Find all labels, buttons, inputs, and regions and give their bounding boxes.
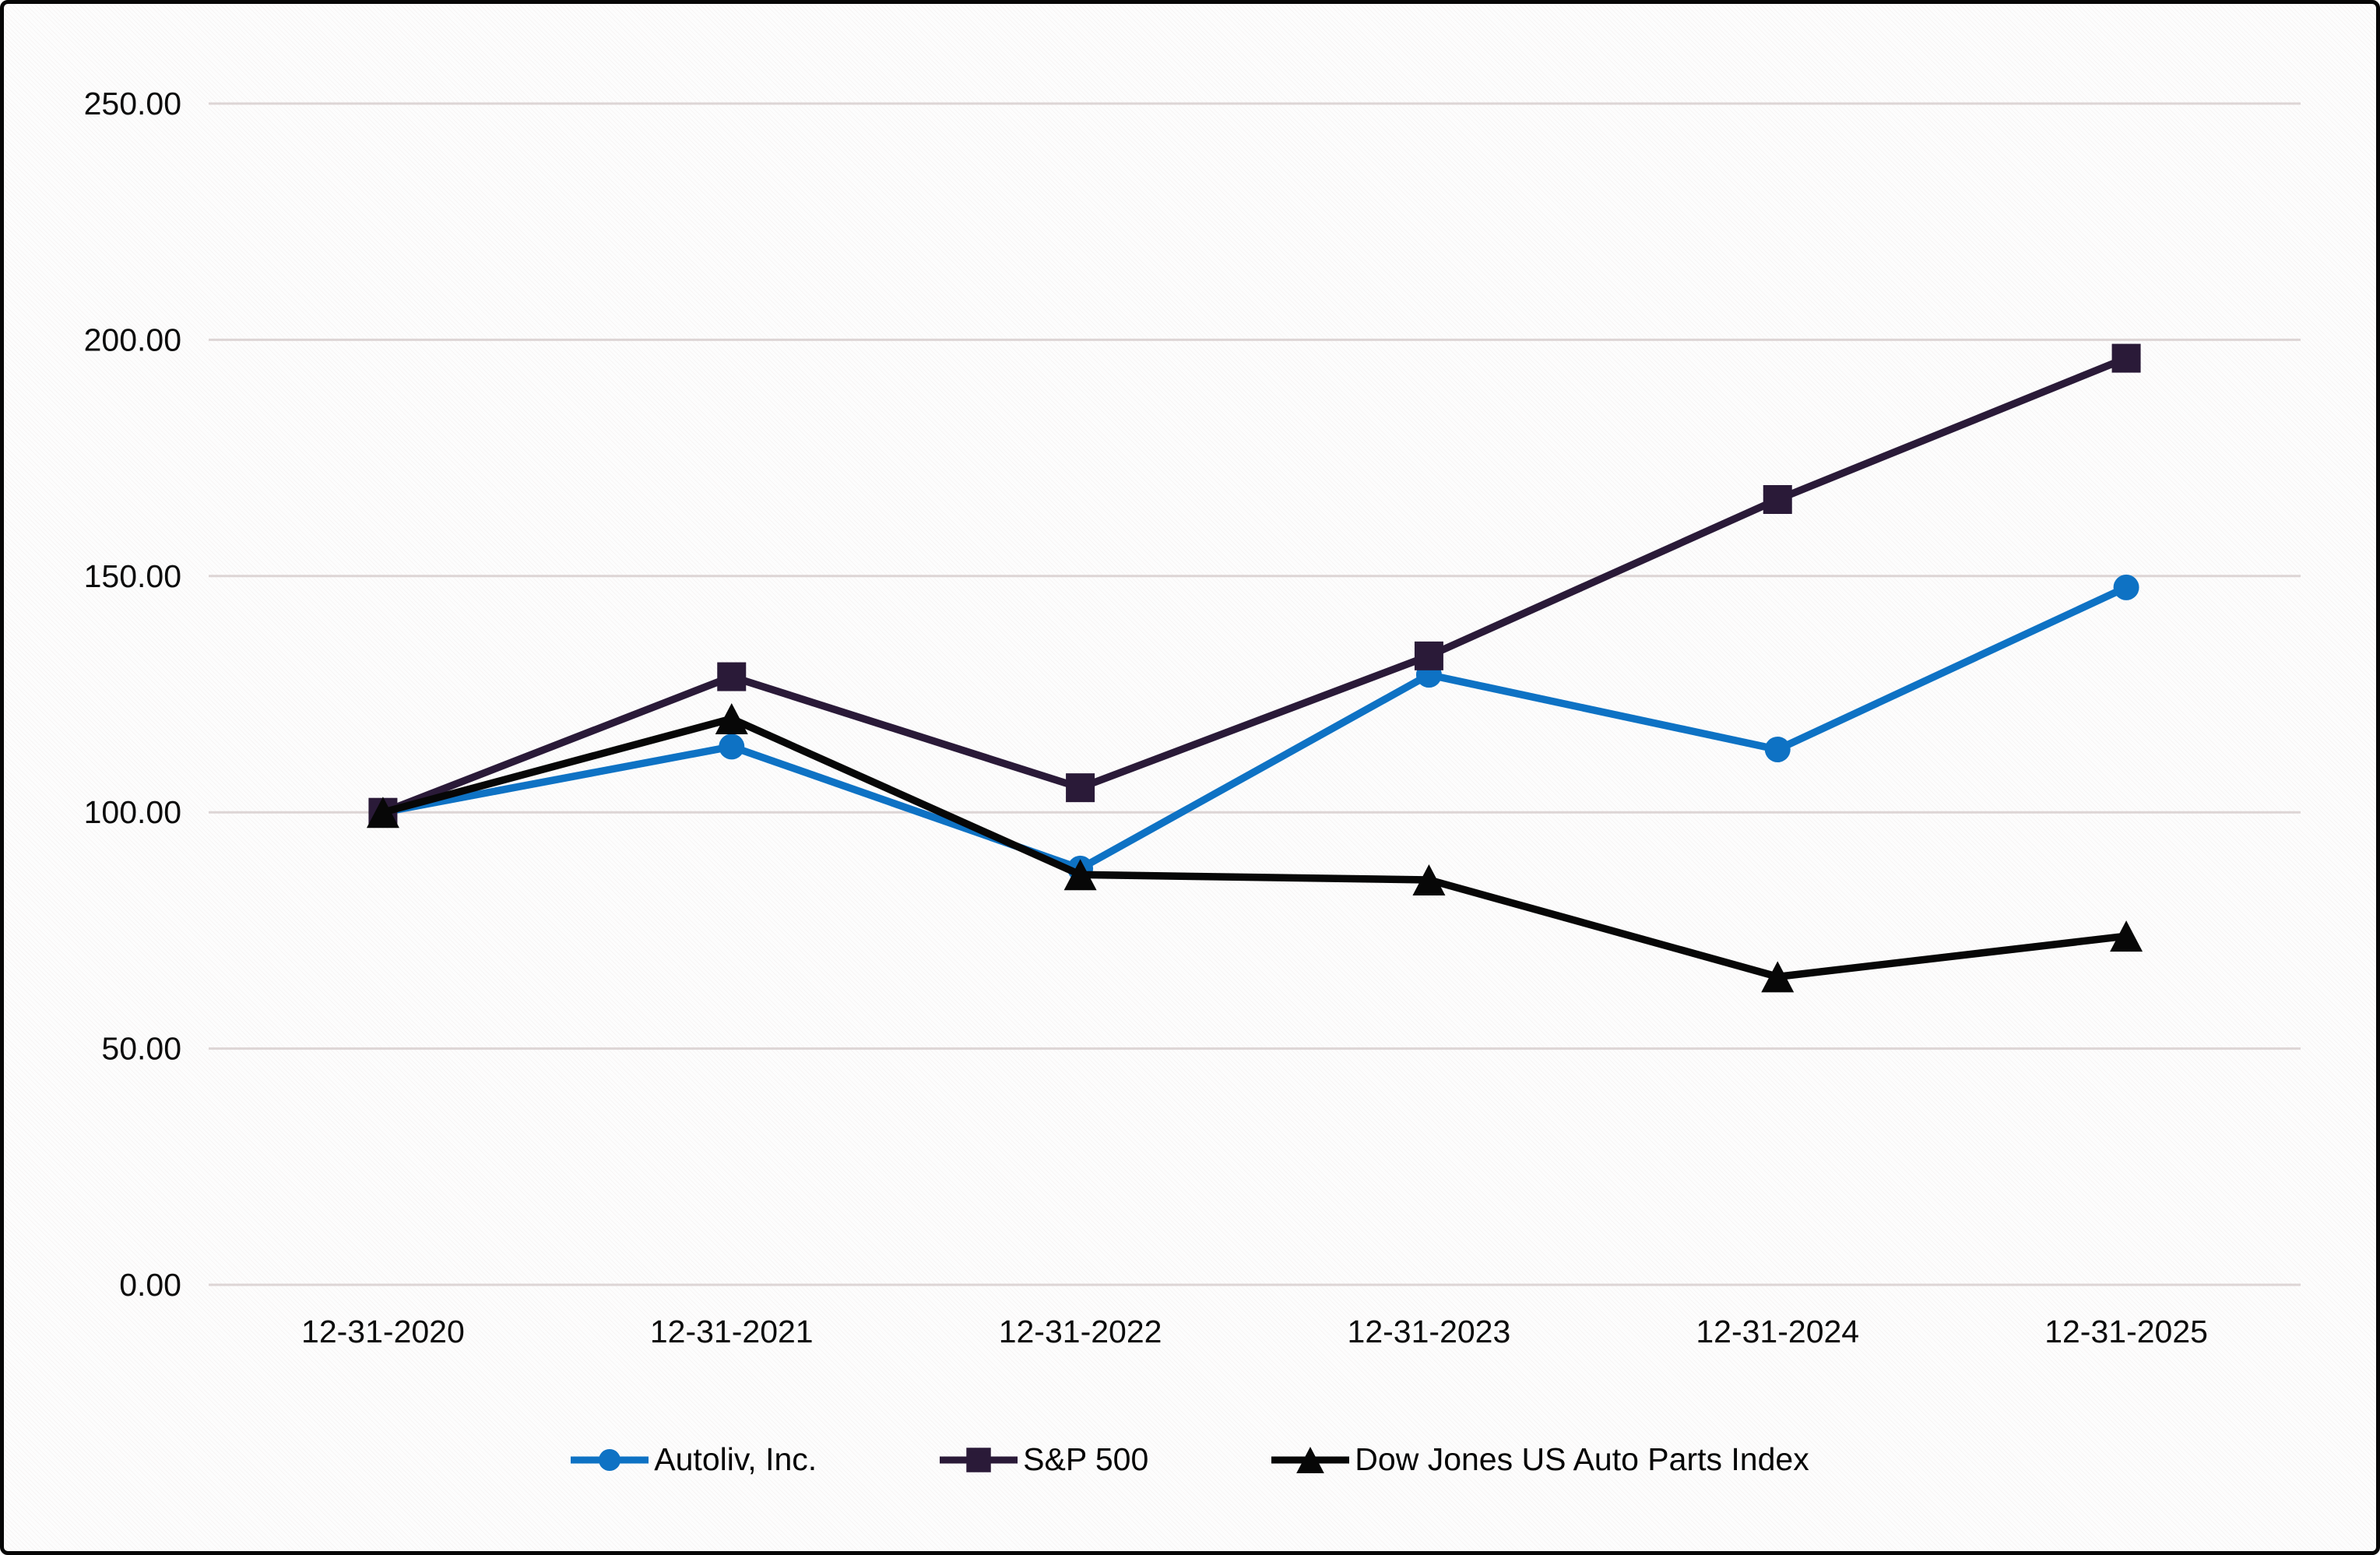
- square-marker: [1414, 641, 1443, 670]
- x-axis-tick-label: 12-31-2024: [1696, 1314, 1859, 1349]
- legend-item: Dow Jones US Auto Parts Index: [1271, 1441, 1809, 1478]
- legend-item: Autoliv, Inc.: [571, 1441, 817, 1478]
- y-axis-tick-label: 250.00: [84, 86, 181, 121]
- triangle-marker: [1063, 859, 1097, 891]
- triangle-marker-legend: [1296, 1446, 1325, 1473]
- chart-svg: 0.00 50.00 100.00 150.00 200.00 250.00 12-31-2…: [84, 86, 2301, 1349]
- triangle-marker: [715, 703, 748, 735]
- square-marker: [1066, 773, 1095, 803]
- x-axis-tick-label: 12-31-2025: [2044, 1314, 2208, 1349]
- series-line: [381, 715, 2127, 981]
- x-axis-tick-label: 12-31-2022: [999, 1314, 1162, 1349]
- square-marker: [717, 662, 747, 691]
- series-line: [382, 584, 2129, 873]
- circle-marker: [1764, 736, 1791, 762]
- circle-marker: [719, 734, 745, 760]
- x-axis-tick-label: 12-31-2021: [650, 1314, 814, 1349]
- x-axis-tick-label: 12-31-2020: [301, 1314, 465, 1349]
- square-marker: [2111, 343, 2141, 373]
- triangle-marker: [2110, 920, 2143, 952]
- y-axis-tick-label: 200.00: [84, 322, 181, 357]
- legend-square-icon: [940, 1447, 1018, 1472]
- series-line: [381, 354, 2128, 816]
- legend-triangle-icon: [1271, 1446, 1350, 1473]
- legend-label: Autoliv, Inc.: [654, 1441, 817, 1477]
- triangle-marker: [1412, 864, 1446, 895]
- triangle-marker: [1761, 961, 1795, 993]
- y-axis-tick-label: 150.00: [84, 558, 181, 594]
- x-axis-tick-label: 12-31-2023: [1348, 1314, 1511, 1349]
- y-axis-tick-label: 50.00: [101, 1031, 181, 1067]
- circle-marker-legend: [599, 1448, 621, 1471]
- legend-item: S&P 500: [940, 1441, 1148, 1478]
- square-marker: [1763, 484, 1792, 514]
- square-marker-legend: [966, 1447, 991, 1472]
- y-axis-tick-label: 100.00: [84, 794, 181, 830]
- triangle-marker: [366, 797, 399, 829]
- legend-label: Dow Jones US Auto Parts Index: [1355, 1441, 1809, 1477]
- y-axis-tick-label: 0.00: [119, 1267, 181, 1303]
- circle-marker: [2113, 574, 2139, 600]
- legend-label: S&P 500: [1023, 1441, 1149, 1477]
- legend-circle-icon: [571, 1448, 649, 1471]
- chart-legend: Autoliv, Inc. S&P 500 Dow Jones US Auto Pa…: [4, 1441, 2376, 1478]
